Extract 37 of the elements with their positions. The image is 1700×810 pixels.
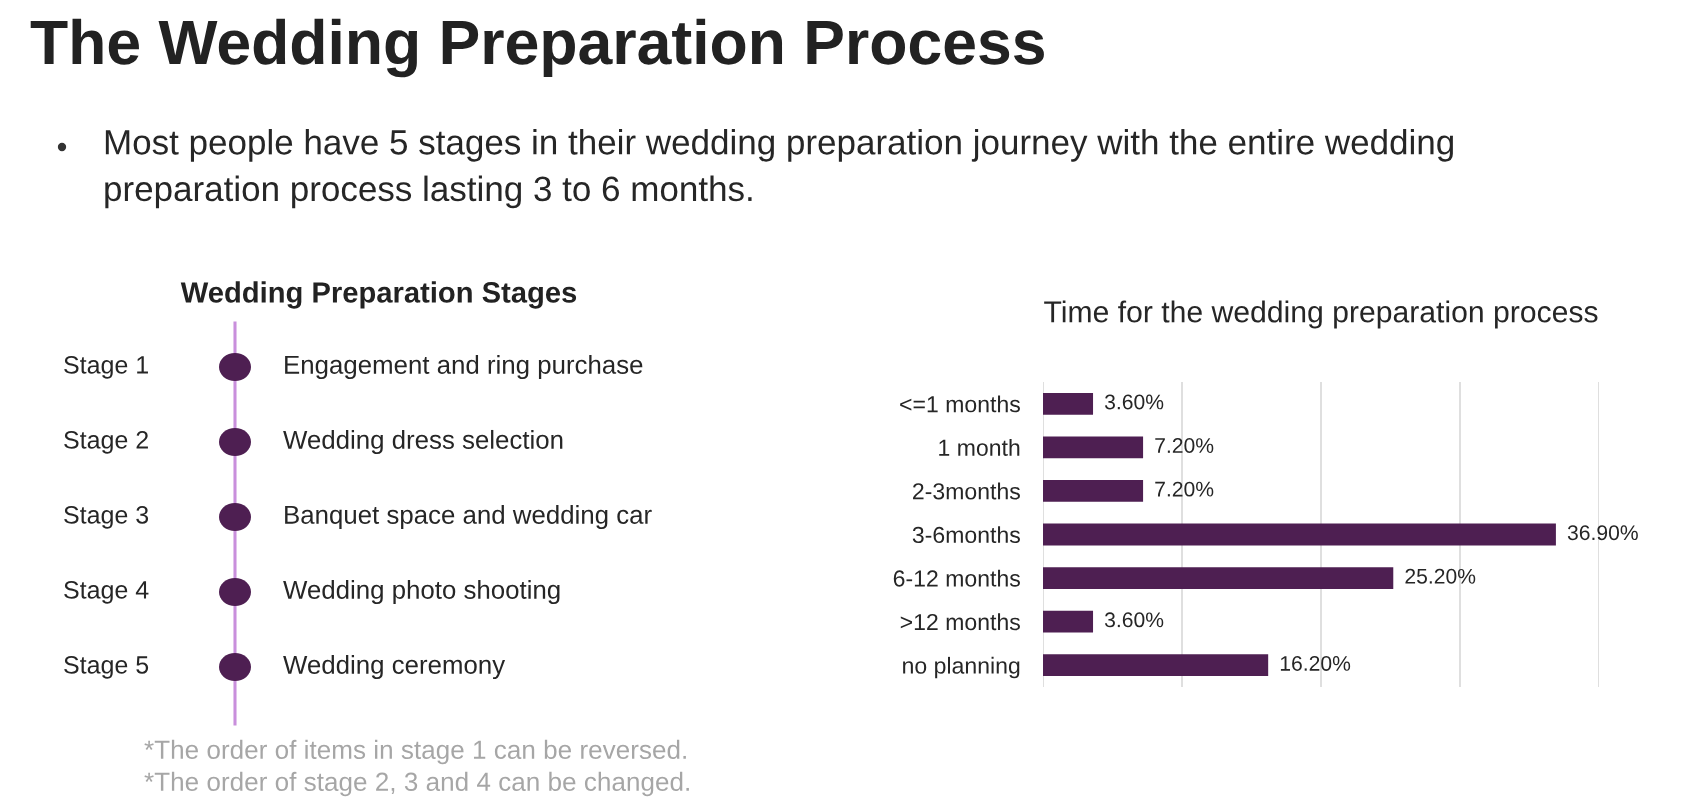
data-label: 16.20%	[1280, 655, 1351, 671]
data-label: 7.20%	[1155, 481, 1214, 497]
category-label: Stage 5	[64, 656, 149, 679]
category-label: Wedding ceremony	[283, 654, 506, 680]
bar	[1043, 480, 1144, 502]
data-label: 25.20%	[1405, 568, 1476, 584]
chart-title: Time for the wedding preparation process	[1044, 300, 1598, 329]
category-label: Wedding dress selection	[283, 429, 563, 455]
category-label: Stage 3	[64, 506, 149, 529]
text: Most people have 5 stages in their wedding preparation journey with the entire wedding preparation process lasting 3 to 6 months.	[105, 129, 1453, 209]
bar	[1043, 567, 1394, 589]
y-tick-label: >12 months	[900, 613, 1020, 631]
y-tick-label: 6-12 months	[893, 569, 1020, 587]
y-tick-label: no planning	[903, 656, 1020, 679]
bar	[1043, 610, 1094, 633]
data-label: 3.60%	[1104, 612, 1164, 628]
category-label: Banquet space and wedding car	[285, 504, 652, 530]
text: *The order of items in stage 1 can be reversed.	[144, 739, 686, 765]
category-label: Wedding photo shooting	[283, 579, 560, 605]
data-label: 7.20%	[1155, 438, 1214, 454]
data-label: 3.60%	[1104, 394, 1164, 410]
bar	[1043, 436, 1144, 459]
bar	[1043, 392, 1094, 415]
y-tick-label: 3-6months	[912, 526, 1020, 544]
data-label: 36.90%	[1567, 525, 1638, 541]
y-tick-label: <=1 months	[900, 395, 1020, 413]
y-tick-label: 2-3months	[913, 482, 1020, 500]
category-label: Stage 4	[64, 581, 149, 604]
text: Wedding Preparation Stages	[180, 281, 577, 309]
bar	[1043, 523, 1556, 546]
category-label: Stage 2	[64, 431, 148, 454]
category-label: Engagement and ring purchase	[285, 354, 643, 380]
text: The Wedding Preparation Process	[30, 18, 1044, 78]
category-label: Stage 1	[64, 356, 148, 379]
y-tick-label: 1 month	[939, 439, 1020, 456]
bar	[1043, 654, 1269, 677]
text: *The order of stage 2, 3 and 4 can be changed.	[144, 771, 689, 797]
